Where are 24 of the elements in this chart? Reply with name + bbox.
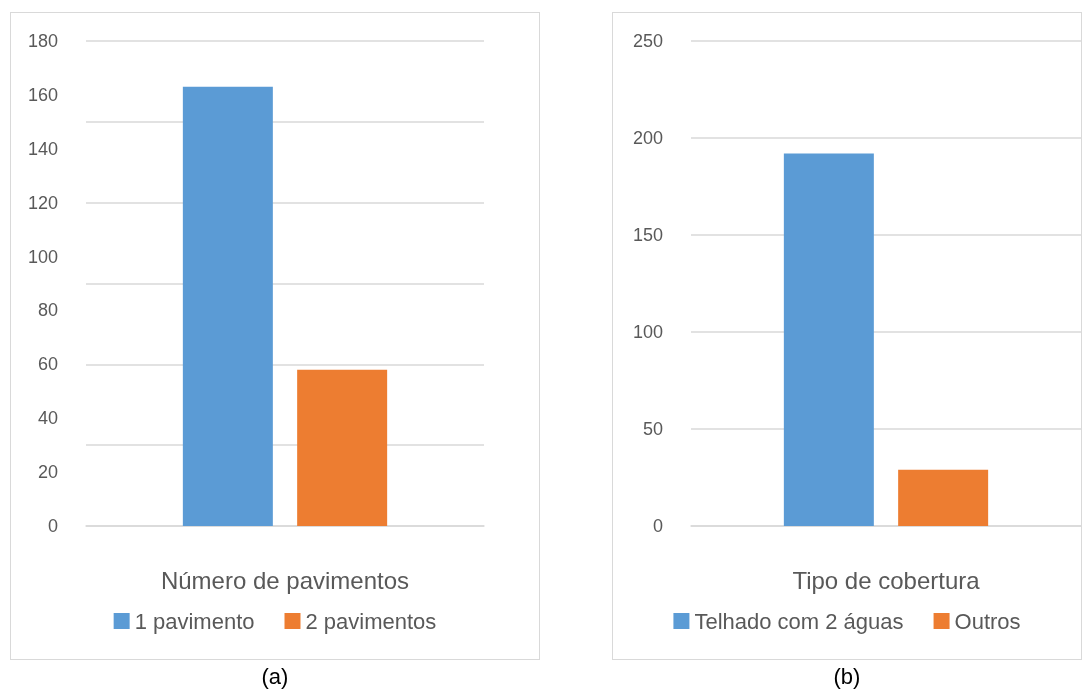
y-tick-label: 40 — [37, 408, 58, 429]
y-tick-label: 160 — [27, 84, 58, 105]
y-tick-label: 50 — [642, 419, 663, 439]
y-tick-label: 0 — [652, 516, 663, 536]
y-tick-label: 250 — [632, 31, 663, 51]
y-tick-label: 20 — [37, 462, 58, 483]
y-tick-label: 100 — [632, 322, 663, 342]
x-axis-title: Tipo de cobertura — [792, 566, 981, 594]
y-tick-label: 180 — [27, 31, 58, 51]
y-tick-label: 120 — [27, 192, 58, 213]
y-tick-label: 0 — [47, 516, 58, 536]
y-tick-label: 140 — [27, 138, 58, 159]
legend-label: Telhado com 2 águas — [694, 608, 904, 634]
legend-label: 2 pavimentos — [305, 608, 437, 634]
y-tick-label: 80 — [37, 300, 58, 321]
legend-label: Outros — [954, 608, 1021, 634]
legend-label: 1 pavimento — [134, 608, 255, 634]
x-axis-title: Número de pavimentos — [160, 566, 410, 594]
text: (a) — [260, 664, 290, 690]
y-tick-label: 150 — [632, 225, 663, 245]
y-tick-label: 100 — [27, 246, 58, 267]
y-tick-label: 60 — [37, 354, 58, 375]
y-tick-label: 200 — [632, 128, 663, 148]
text: (b) — [832, 664, 862, 690]
